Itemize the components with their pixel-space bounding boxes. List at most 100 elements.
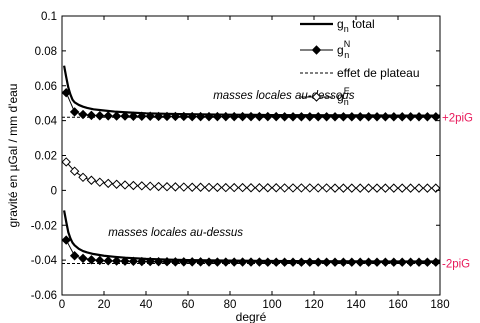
series-4-point-10 <box>145 256 155 267</box>
series-1-point-34 <box>347 112 357 122</box>
y-tick-label-8: 0.1 <box>41 11 57 23</box>
legend-marker-3 <box>311 92 322 102</box>
series-4-point-40 <box>397 257 407 267</box>
series-4-point-35 <box>355 257 365 267</box>
series-1-point-40 <box>397 112 407 122</box>
series-4-point-42 <box>414 257 424 267</box>
y-tick-label-5: 0.04 <box>35 116 58 128</box>
series-4-point-22 <box>246 257 256 267</box>
series-2-point-29 <box>305 183 315 193</box>
legend-label-2: effet de plateau <box>337 66 420 80</box>
series-2-point-9 <box>137 181 147 191</box>
series-1-point-1 <box>69 107 80 117</box>
series-4-point-43 <box>422 257 433 267</box>
series-1-point-41 <box>405 112 416 122</box>
series-4-point-23 <box>254 257 265 267</box>
series-1-point-26 <box>279 112 290 122</box>
series-4-point-8 <box>128 256 139 267</box>
series-4-point-3 <box>86 255 97 265</box>
series-4-point-24 <box>263 257 273 267</box>
series-2-point-28 <box>296 183 307 193</box>
series-4-point-20 <box>229 257 239 267</box>
series-4-point-6 <box>111 256 122 266</box>
annotation-0: masses locales au-dessous <box>213 90 355 102</box>
series-4-point-27 <box>288 257 298 267</box>
series-4-point-0 <box>61 235 71 245</box>
x-axis-title: degré <box>236 310 267 323</box>
series-1-point-43 <box>422 112 433 122</box>
series-4-point-31 <box>321 257 332 267</box>
y-tick-label-3: 0 <box>51 185 57 197</box>
series-2-point-16 <box>195 182 206 192</box>
series-1-point-37 <box>372 112 382 122</box>
series-2-point-41 <box>405 183 416 193</box>
series-4-point-19 <box>221 257 231 267</box>
series-2-point-15 <box>187 182 197 192</box>
series-1-point-15 <box>187 111 197 122</box>
series-2-point-40 <box>397 183 407 193</box>
series-2-point-30 <box>313 183 323 193</box>
series-1-point-39 <box>389 112 399 122</box>
series-1-point-30 <box>313 112 323 122</box>
series-4-point-26 <box>279 257 290 267</box>
series-4-point-37 <box>372 257 382 267</box>
series-2-point-14 <box>179 182 189 192</box>
legend-label-3: gE n <box>337 86 350 107</box>
series-4-point-29 <box>305 257 315 267</box>
series-1-point-44 <box>431 112 441 122</box>
series-2-point-20 <box>229 182 239 193</box>
x-tick-label-8: 160 <box>388 299 407 311</box>
annotation-1: masses locales au-dessus <box>108 227 243 239</box>
series-1-point-25 <box>271 111 281 122</box>
series-4-point-34 <box>347 257 357 267</box>
series-2-point-4 <box>95 177 105 187</box>
x-tick-label-2: 40 <box>140 299 153 311</box>
series-1-point-28 <box>296 112 307 122</box>
reference-label-0: +2piG <box>442 112 473 124</box>
x-tick-label-6: 120 <box>304 299 323 311</box>
series-2-point-32 <box>330 183 340 193</box>
x-tick-label-9: 180 <box>430 299 449 311</box>
series-4-point-18 <box>212 257 223 267</box>
series-1-point-9 <box>137 111 147 121</box>
y-tick-label-4: 0.02 <box>35 151 57 163</box>
series-4-point-25 <box>271 257 281 267</box>
series-1-point-14 <box>179 111 189 122</box>
series-4-point-38 <box>380 257 391 267</box>
y-axis-title: gravité en µGal / mm d'eau <box>6 84 20 228</box>
series-1-point-10 <box>145 111 155 121</box>
series-1-point-36 <box>363 112 374 122</box>
series-2-point-6 <box>111 179 122 189</box>
series-2-point-19 <box>221 182 231 193</box>
series-1-point-8 <box>128 111 139 121</box>
series-1-point-17 <box>204 111 214 122</box>
series-2-point-44 <box>431 183 441 193</box>
series-4-point-30 <box>313 257 323 267</box>
series-1-point-38 <box>380 112 391 122</box>
series-2-point-39 <box>389 183 399 193</box>
series-2-point-37 <box>372 183 382 193</box>
series-1-point-12 <box>162 111 172 122</box>
series-4-point-1 <box>69 251 80 261</box>
series-1-point-21 <box>237 111 248 122</box>
series-1-point-19 <box>221 111 231 122</box>
series-2-point-43 <box>422 183 433 193</box>
ticks: 0 20 40 60 80 100 120 140 160 180 -0.06 -0.04 -0.02 0… <box>31 11 450 311</box>
series-1-point-22 <box>246 111 256 122</box>
series-1-point-7 <box>120 111 130 121</box>
series-1-point-27 <box>288 112 298 122</box>
reference-label-1: -2piG <box>442 258 470 270</box>
series-4-point-32 <box>330 257 340 267</box>
x-tick-label-0: 0 <box>59 299 65 311</box>
series-1-point-16 <box>195 111 206 122</box>
series-4-point-13 <box>170 257 181 267</box>
series-2-point-13 <box>170 182 181 192</box>
series-1-point-42 <box>414 112 424 122</box>
series-4-point-14 <box>179 257 189 267</box>
series-4-point-15 <box>187 257 197 267</box>
series-2-point-31 <box>321 183 332 193</box>
series-2-point-3 <box>86 175 97 185</box>
y-tick-label-0: -0.06 <box>31 290 57 302</box>
series-2-point-17 <box>204 182 214 193</box>
